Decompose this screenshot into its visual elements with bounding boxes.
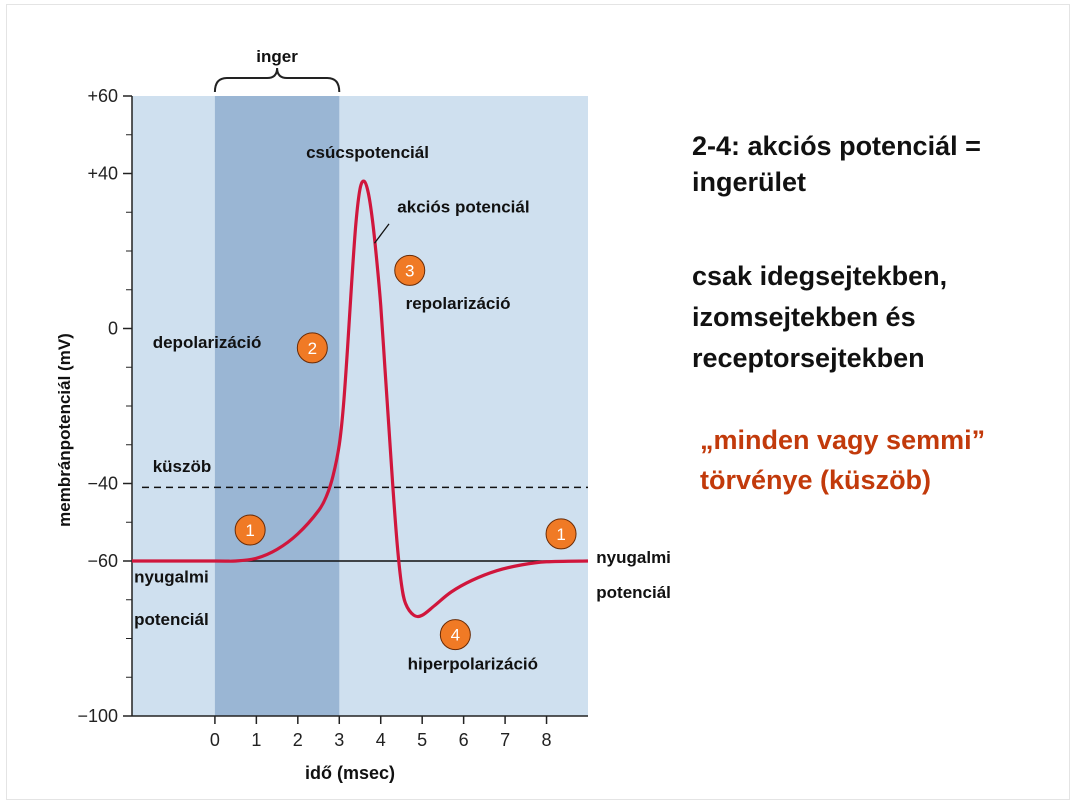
chart-annotation: repolarizáció bbox=[406, 294, 511, 313]
chart-annotation: hiperpolarizáció bbox=[408, 655, 538, 674]
stimulus-brace bbox=[213, 67, 341, 93]
phase-marker bbox=[439, 619, 471, 651]
phase-marker bbox=[234, 514, 266, 546]
phase-marker bbox=[394, 254, 426, 286]
x-tick-label: 0 bbox=[210, 730, 220, 750]
slide-note: csak idegsejtekben, izomsejtekben és rec… bbox=[692, 261, 948, 373]
x-tick-label: 1 bbox=[251, 730, 261, 750]
phase-marker-label: 1 bbox=[556, 525, 565, 544]
x-tick-label: 8 bbox=[542, 730, 552, 750]
stimulus-label: inger bbox=[256, 47, 298, 66]
x-tick-label: 2 bbox=[293, 730, 303, 750]
y-tick-label: −100 bbox=[77, 706, 118, 726]
action-potential-curve bbox=[132, 179, 589, 619]
y-tick-label: −40 bbox=[87, 474, 118, 494]
chart-annotation: akciós potenciál bbox=[397, 197, 529, 216]
law-line-1: „minden vagy semmi” bbox=[700, 425, 986, 455]
phase-marker-label: 3 bbox=[405, 261, 414, 280]
x-tick-label: 6 bbox=[459, 730, 469, 750]
y-tick-label: +60 bbox=[87, 86, 118, 106]
chart-annotation: csúcspotenciál bbox=[306, 143, 429, 162]
phase-marker bbox=[296, 332, 328, 364]
phase-marker-label: 2 bbox=[308, 339, 317, 358]
chart-annotation: potenciál bbox=[596, 583, 671, 602]
y-axis-label: membránpotenciál (mV) bbox=[55, 333, 74, 527]
slide-frame bbox=[6, 4, 1070, 800]
x-tick-label: 5 bbox=[417, 730, 427, 750]
law-line-2: törvénye (küszöb) bbox=[700, 465, 932, 495]
y-tick-label: 0 bbox=[108, 319, 118, 339]
chart-annotation: nyugalmi bbox=[596, 548, 671, 567]
y-tick-label: +40 bbox=[87, 164, 118, 184]
all-or-none-law: „minden vagy semmi” törvénye (küszöb) bbox=[700, 420, 1060, 500]
chart-annotation: nyugalmi bbox=[134, 567, 209, 586]
phase-marker bbox=[545, 518, 577, 550]
y-tick-label: −60 bbox=[87, 551, 118, 571]
phase-marker-label: 4 bbox=[451, 626, 460, 645]
phase-marker-label: 1 bbox=[245, 521, 254, 540]
slide-title: 2-4: akciós potenciál = ingerület bbox=[692, 131, 981, 197]
x-tick-label: 7 bbox=[500, 730, 510, 750]
x-axis-label: idő (msec) bbox=[305, 763, 395, 783]
chart-annotation: küszöb bbox=[153, 457, 212, 476]
chart-annotation: depolarizáció bbox=[153, 333, 262, 352]
chart-annotation: potenciál bbox=[134, 610, 209, 629]
x-tick-label: 4 bbox=[376, 730, 386, 750]
x-tick-label: 3 bbox=[334, 730, 344, 750]
stimulus-band bbox=[214, 96, 340, 716]
annotation-pointer bbox=[373, 223, 390, 244]
